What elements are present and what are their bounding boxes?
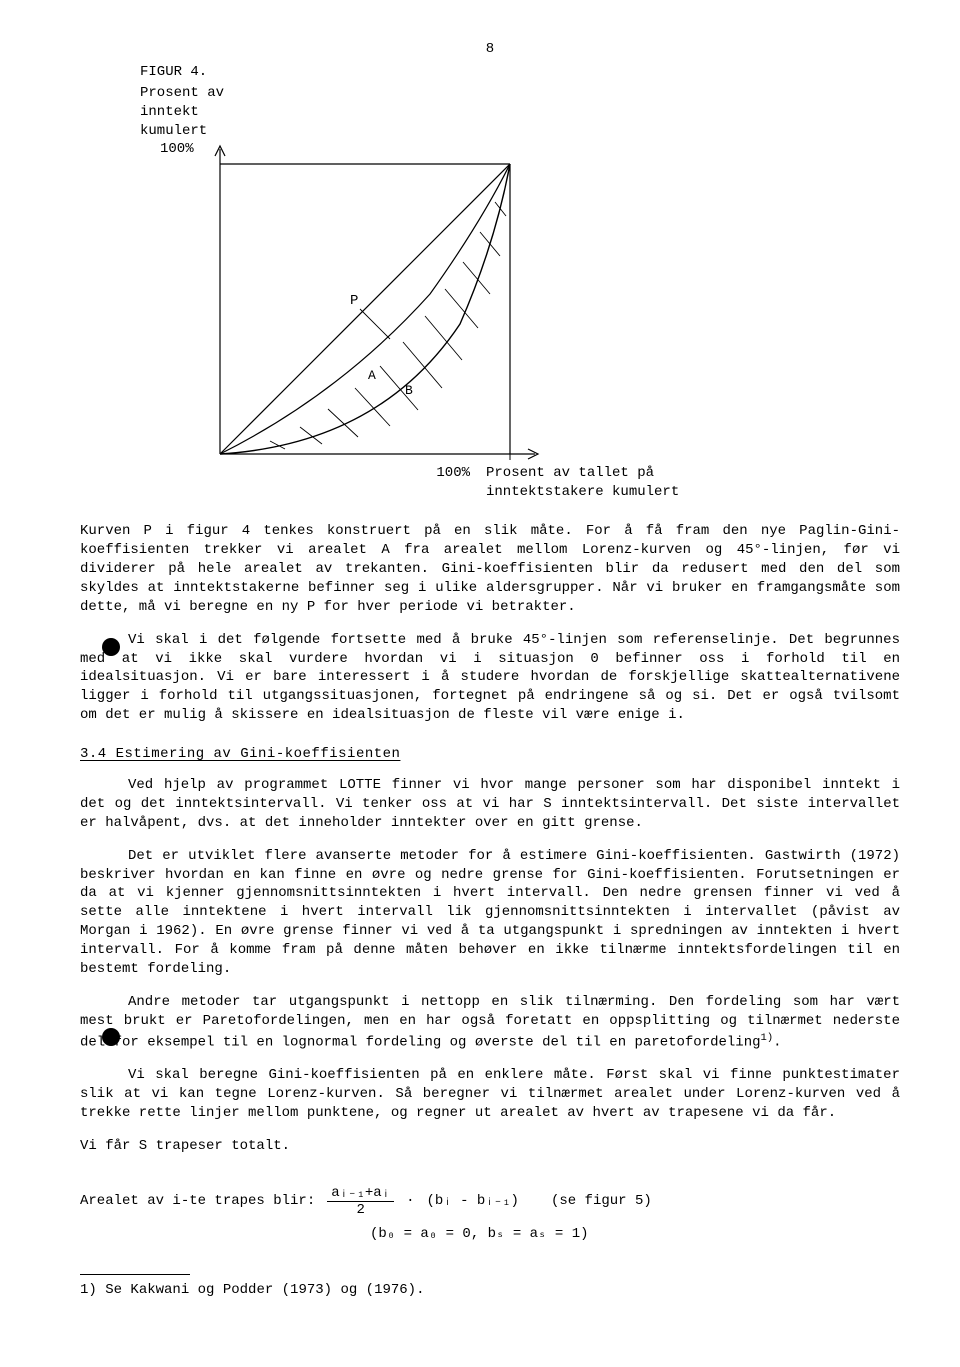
formula-dot: · xyxy=(406,1192,414,1211)
trapezoid-area-formula: Arealet av i-te trapes blir: aᵢ₋₁+aᵢ 2 ·… xyxy=(80,1186,900,1244)
formula-lead: Arealet av i-te trapes blir: xyxy=(80,1192,315,1211)
figure-label: FIGUR 4. xyxy=(140,63,900,82)
paragraph-7: Vi får S trapeser totalt. xyxy=(80,1137,900,1156)
figure-4: FIGUR 4. Prosent av inntekt kumulert 100… xyxy=(140,63,900,502)
paragraph-6: Vi skal beregne Gini-koeffisienten på en… xyxy=(80,1066,900,1123)
paragraph-2: Vi skal i det følgende fortsette med å b… xyxy=(80,631,900,725)
paragraph-3: Ved hjelp av programmet LOTTE finner vi … xyxy=(80,776,900,833)
margin-bullet-icon xyxy=(102,638,120,656)
footnote-separator xyxy=(80,1274,190,1275)
y-tick-100: 100% xyxy=(160,140,194,159)
region-b-label: B xyxy=(405,383,413,398)
page-number: 8 xyxy=(80,40,900,59)
margin-bullet-icon xyxy=(102,1028,120,1046)
paragraph-5: Andre metoder tar utgangspunkt i nettopp… xyxy=(80,993,900,1052)
formula-figure-ref: (se figur 5) xyxy=(551,1192,652,1211)
formula-boundary-conditions: (b₀ = a₀ = 0, bₛ = aₛ = 1) xyxy=(370,1225,900,1244)
paragraph-1: Kurven P i figur 4 tenkes konstruert på … xyxy=(80,522,900,616)
formula-fraction: aᵢ₋₁+aᵢ 2 xyxy=(327,1186,394,1217)
region-a-label: A xyxy=(368,368,376,383)
x-tick-100: 100% xyxy=(200,464,476,502)
footnote-ref-1: 1) xyxy=(761,1032,774,1044)
formula-diff: (bᵢ - bᵢ₋₁) xyxy=(427,1192,519,1211)
section-heading-3-4: 3.4 Estimering av Gini-koeffisienten xyxy=(80,745,900,764)
footnote-1: 1) Se Kakwani og Podder (1973) og (1976)… xyxy=(80,1281,900,1300)
curve-p-label: P xyxy=(350,293,358,309)
paragraph-4: Det er utviklet flere avanserte metoder … xyxy=(80,847,900,979)
y-axis-label: Prosent av inntekt kumulert xyxy=(140,84,900,141)
x-axis-label: Prosent av tallet på inntektstakere kumu… xyxy=(486,464,679,502)
lorenz-chart-svg: P A B xyxy=(200,144,540,464)
